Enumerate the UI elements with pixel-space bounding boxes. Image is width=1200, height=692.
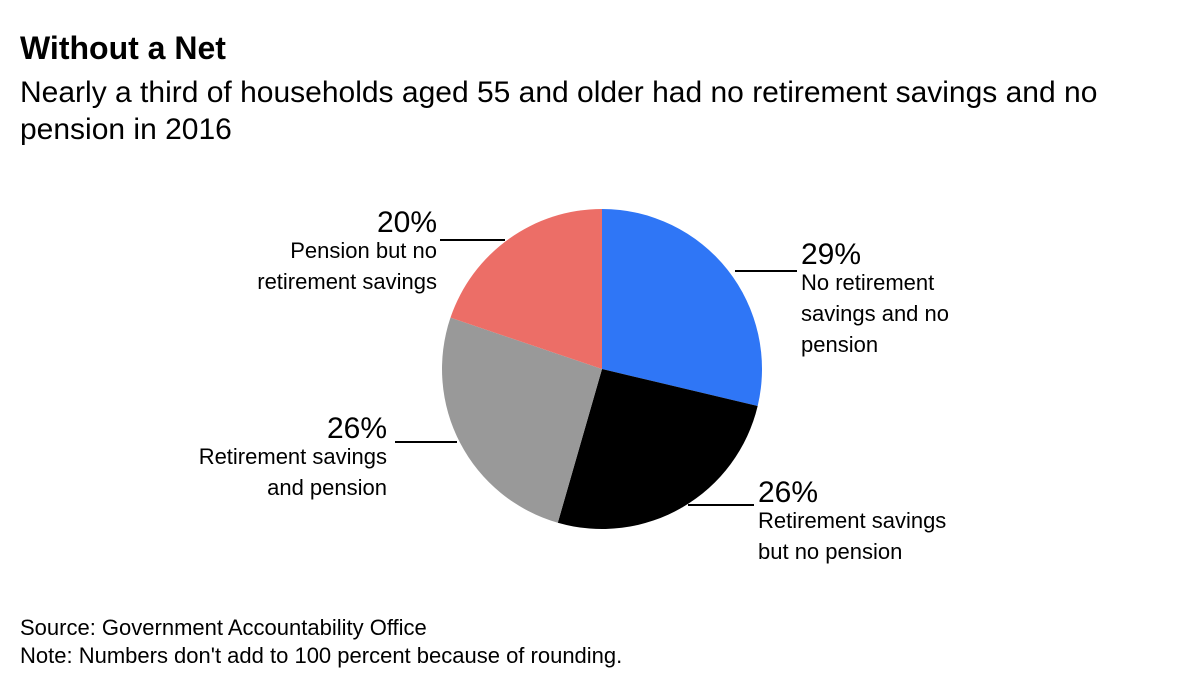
slice-value-label: 26% — [327, 412, 387, 445]
slice-category-label: No retirement savings and no pension — [801, 270, 949, 357]
slice-value-label: 26% — [758, 476, 818, 509]
chart-subtitle: Nearly a third of households aged 55 and… — [20, 76, 1098, 146]
slice-value-label: 29% — [801, 238, 861, 271]
pie-slice — [450, 209, 602, 369]
slice-category-label: Retirement savings but no pension — [758, 508, 946, 564]
slice-category-label: Retirement savings and pension — [199, 444, 387, 500]
rounding-note: Note: Numbers don't add to 100 percent b… — [20, 643, 623, 668]
chart-title: Without a Net — [20, 30, 226, 66]
pie-slice — [602, 209, 763, 406]
source-note: Source: Government Accountability Office — [20, 615, 427, 640]
pie-slice — [557, 369, 758, 530]
pie-slice — [442, 317, 602, 523]
slice-category-label: Pension but no retirement savings — [257, 238, 437, 294]
slice-value-label: 20% — [377, 206, 437, 239]
chart-footer: Source: Government Accountability Office… — [20, 614, 622, 670]
